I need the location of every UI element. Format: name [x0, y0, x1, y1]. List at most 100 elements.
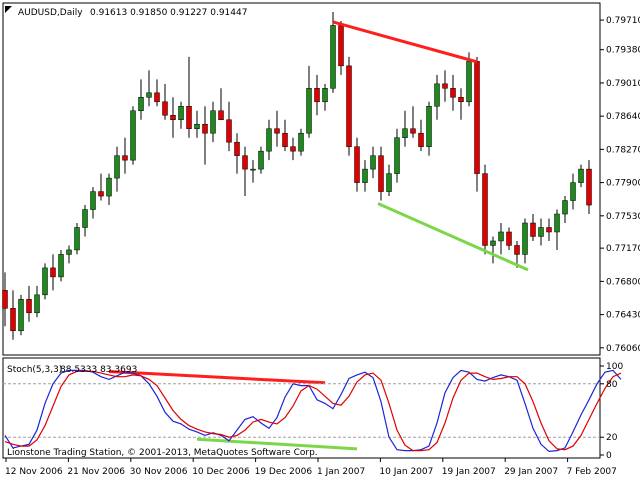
candle-body [218, 110, 224, 120]
candlestick-series [2, 11, 592, 340]
candle-body [402, 128, 408, 138]
candle-body [50, 267, 56, 278]
candle-body [2, 290, 8, 309]
candle-body [82, 209, 88, 228]
bullish-divergence-line [377, 202, 529, 272]
candle-body [74, 227, 80, 251]
candle-body [290, 146, 296, 152]
price-tick-label: 0.77530 [606, 212, 640, 222]
candle-body [210, 110, 216, 134]
candle-body [274, 128, 280, 134]
candle-body [570, 182, 576, 201]
candle-body [250, 168, 256, 171]
stoch-tick-label: 100 [606, 362, 623, 372]
price-tick-label: 0.79710 [606, 16, 640, 26]
candle-body [522, 222, 528, 255]
candle-body [178, 106, 184, 120]
candle-body [466, 61, 472, 103]
candle-body [234, 141, 240, 156]
candle-body [586, 168, 592, 206]
price-tick-label: 0.77170 [606, 244, 640, 254]
stoch-level-lines [3, 383, 600, 438]
stoch-bullish-divergence-line [196, 437, 358, 451]
candle-body [146, 92, 152, 98]
candle-body [186, 106, 192, 129]
time-tick-label: 12 Nov 2006 [5, 467, 63, 477]
candle-body [154, 92, 160, 103]
candle-body [458, 97, 464, 103]
time-tick-label: 10 Jan 2007 [379, 467, 433, 477]
candle-body [450, 88, 456, 98]
candle-body [306, 88, 312, 134]
candle-body [114, 155, 120, 179]
candle-body [298, 132, 304, 152]
candle-body [490, 240, 496, 246]
candle-body [442, 83, 448, 89]
candle-body [170, 114, 176, 120]
candle-body [338, 25, 344, 67]
candle-body [314, 88, 320, 103]
candle-body [122, 155, 128, 161]
candle-body [266, 128, 272, 152]
candle-body [106, 177, 112, 197]
time-axis: 12 Nov 2006 21 Nov 2006 30 Nov 2006 10 Dec … [5, 458, 617, 477]
candle-body [418, 132, 424, 147]
candle-body [162, 101, 168, 116]
chart-corner-icon [5, 6, 12, 13]
stoch-tick-label: 80 [606, 380, 618, 390]
candle-body [138, 97, 144, 112]
candle-body [498, 231, 504, 242]
candle-body [538, 227, 544, 237]
price-tick-label: 0.76430 [606, 311, 640, 321]
price-axis: 0.79710 0.79380 0.79010 0.78640 0.78270 0.779… [600, 16, 640, 354]
candle-body [530, 222, 536, 237]
price-tick-label: 0.78640 [606, 112, 640, 122]
chart-symbol-title: AUDUSD,Daily [18, 8, 83, 18]
candle-body [362, 168, 368, 183]
candle-body [330, 25, 336, 89]
candle-body [394, 137, 400, 174]
candle-body [98, 191, 104, 197]
stoch-bearish-divergence-line [108, 369, 326, 385]
candle-body [226, 119, 232, 143]
candle-body [90, 191, 96, 210]
stoch-values: 88.5333 83.3693 [60, 365, 137, 375]
candle-body [354, 146, 360, 183]
price-tick-label: 0.77900 [606, 179, 640, 189]
candle-body [18, 299, 24, 332]
price-tick-label: 0.78270 [606, 145, 640, 155]
time-tick-label: 19 Jan 2007 [442, 467, 496, 477]
time-tick-label: 30 Nov 2006 [130, 467, 188, 477]
candle-body [258, 150, 264, 170]
candle-body [434, 83, 440, 107]
candle-body [66, 249, 72, 255]
price-tick-label: 0.79010 [606, 79, 640, 89]
divergence-lines [108, 20, 529, 451]
price-tick-label: 0.76800 [606, 277, 640, 287]
time-tick-label: 19 Dec 2006 [255, 467, 313, 477]
stoch-lines [4, 369, 622, 453]
candle-body [346, 65, 352, 147]
stoch-axis: 100 80 20 0 [600, 362, 623, 461]
stoch-tick-label: 0 [606, 451, 612, 461]
candle-body [34, 294, 40, 314]
candle-body [10, 308, 16, 332]
candle-body [26, 299, 32, 314]
copyright-text: Lionstone Trading Station, © 2001-2013, … [7, 448, 318, 458]
stoch-label: Stoch(5,3,3) [7, 365, 62, 375]
stoch-signal-line [4, 370, 622, 452]
candle-body [426, 106, 432, 147]
candle-body [370, 155, 376, 170]
candle-body [386, 173, 392, 192]
candle-body [562, 200, 568, 215]
candle-body [506, 231, 512, 246]
candle-body [194, 123, 200, 129]
candle-body [554, 213, 560, 233]
candle-body [514, 245, 520, 255]
stoch-tick-label: 20 [606, 433, 618, 443]
candle-body [474, 61, 480, 174]
price-tick-label: 0.76060 [606, 344, 640, 354]
time-tick-label: 21 Nov 2006 [67, 467, 125, 477]
time-tick-label: 1 Jan 2007 [317, 467, 365, 477]
